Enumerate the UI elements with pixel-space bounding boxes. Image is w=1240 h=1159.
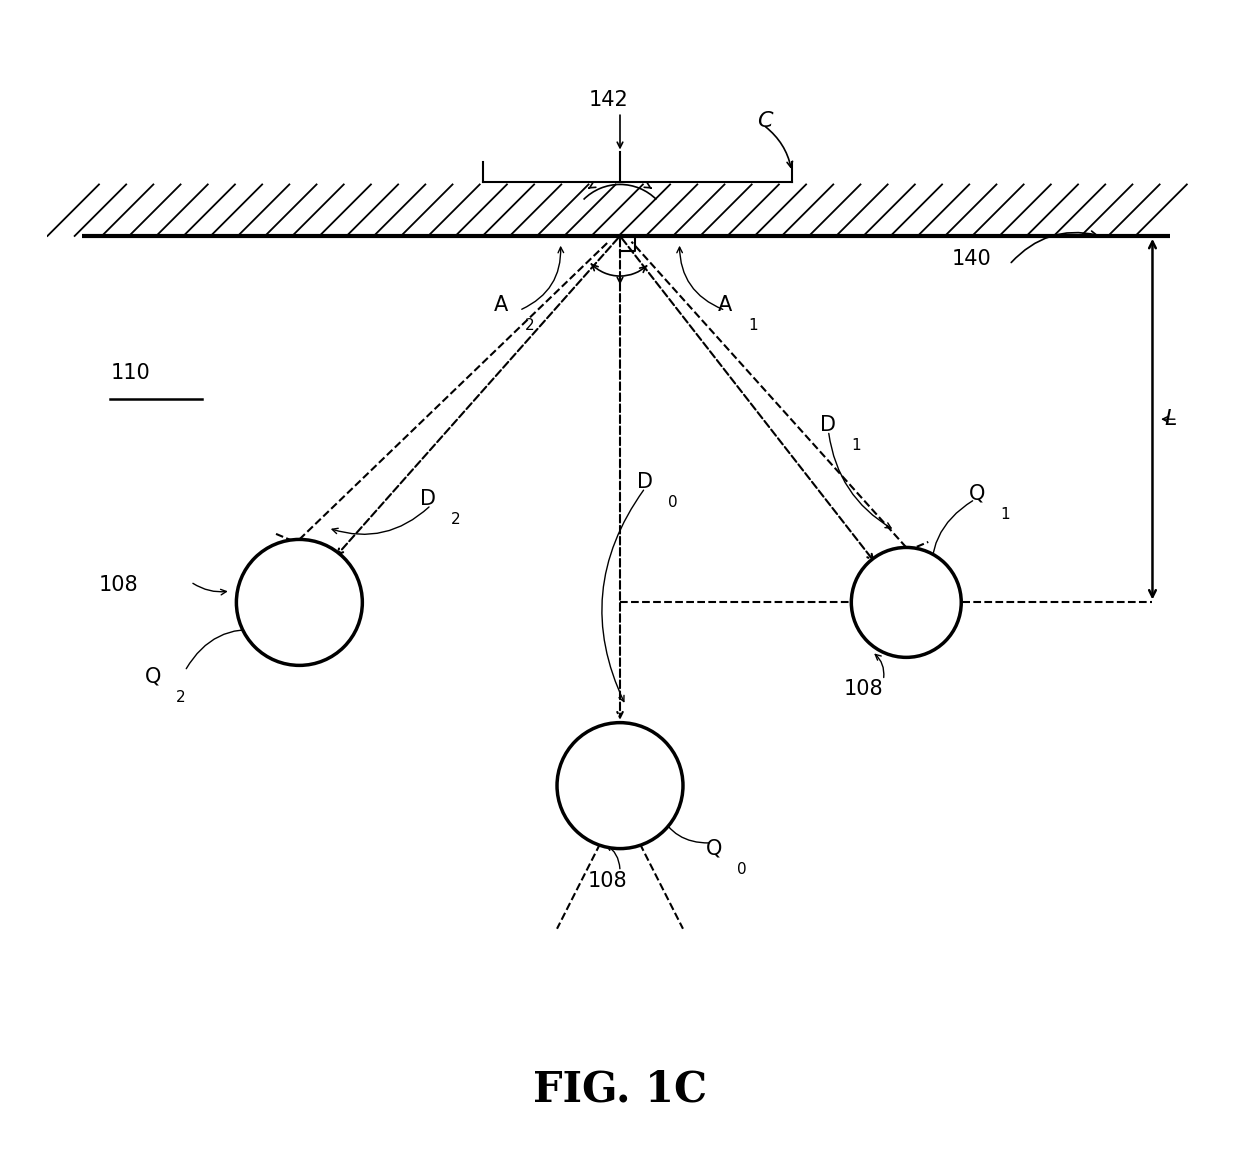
Text: D: D: [637, 472, 653, 493]
Text: L: L: [1164, 409, 1177, 429]
Text: Q: Q: [706, 839, 722, 859]
Text: FIG. 1C: FIG. 1C: [533, 1069, 707, 1110]
Text: 110: 110: [110, 364, 150, 384]
Text: Q: Q: [970, 483, 986, 504]
Text: 108: 108: [99, 575, 139, 596]
Text: 1: 1: [852, 438, 861, 453]
Text: 0: 0: [668, 495, 678, 510]
Text: 108: 108: [588, 870, 627, 890]
Text: 142: 142: [589, 90, 629, 110]
Circle shape: [557, 723, 683, 848]
Text: 1: 1: [1001, 506, 1009, 522]
Text: 1: 1: [748, 318, 758, 333]
Text: Q: Q: [145, 666, 161, 687]
Text: A: A: [717, 294, 732, 315]
Text: D: D: [821, 415, 837, 435]
Text: 108: 108: [843, 679, 883, 699]
Text: 2: 2: [450, 512, 460, 527]
Text: C: C: [758, 111, 773, 131]
Circle shape: [852, 547, 961, 657]
Text: 140: 140: [952, 249, 992, 269]
Text: 0: 0: [737, 861, 746, 876]
Text: 2: 2: [176, 690, 185, 705]
Text: 2: 2: [525, 318, 534, 333]
Text: D: D: [419, 489, 435, 509]
Text: A: A: [494, 294, 508, 315]
Circle shape: [237, 539, 362, 665]
